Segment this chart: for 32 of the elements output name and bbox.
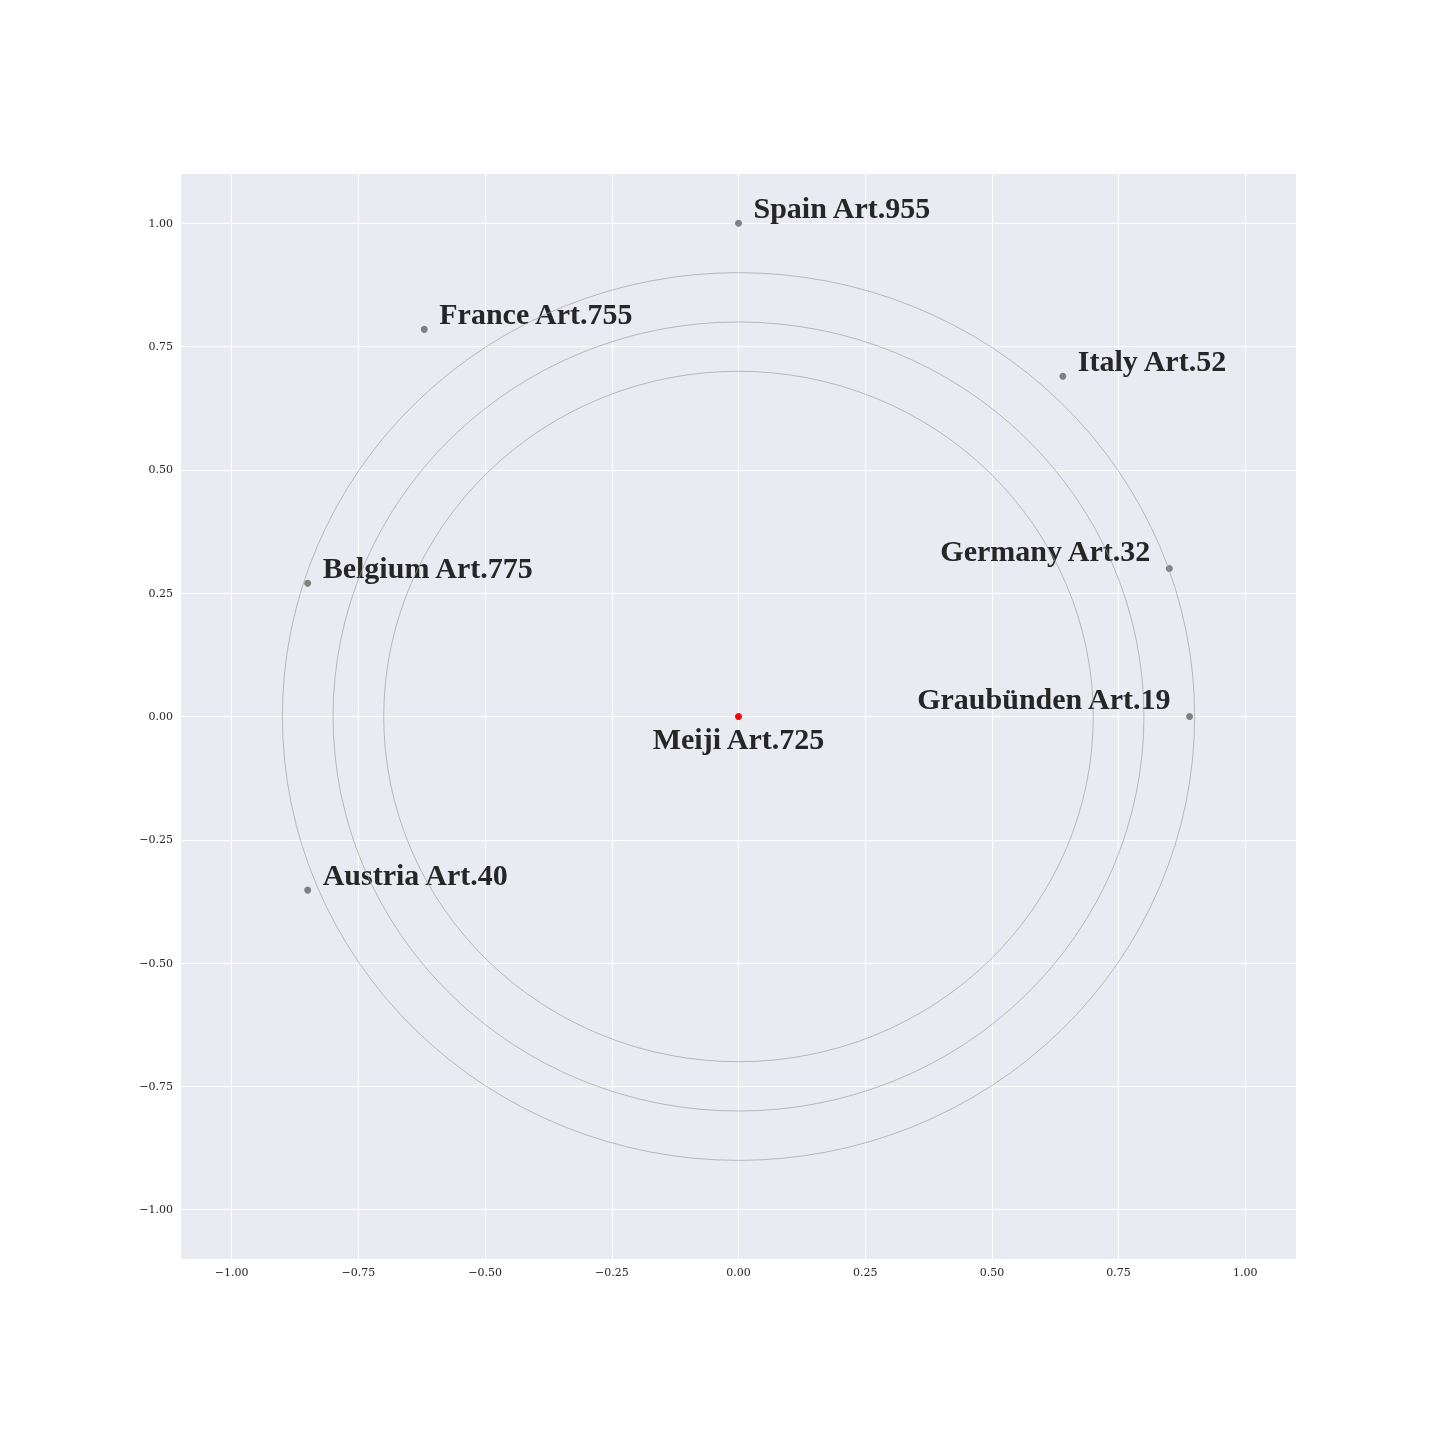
annotation: Graubünden Art.19	[917, 682, 1171, 715]
annotation: Austria Art.40	[322, 857, 508, 891]
y-tick-label: −0.25	[139, 833, 173, 847]
point	[1059, 372, 1067, 380]
annotation: Meiji Art.725	[652, 722, 825, 755]
annotation: Spain Art.955	[753, 190, 931, 224]
point	[420, 325, 428, 333]
point	[304, 886, 312, 894]
x-tick-label: −0.75	[341, 1266, 376, 1279]
y-tick-label: 0.00	[148, 710, 173, 723]
x-tick-label: 1.00	[1233, 1266, 1258, 1279]
point	[1186, 713, 1194, 720]
annotation: Germany Art.32	[940, 534, 1151, 568]
annotation: France Art.755	[439, 296, 633, 330]
x-tick-label: 0.25	[852, 1266, 878, 1279]
y-tick-label: 1.00	[148, 216, 173, 230]
y-tick-label: −0.75	[139, 1079, 173, 1093]
x-tick-label: 0.00	[726, 1266, 751, 1279]
y-tick-label: 0.25	[148, 586, 173, 600]
y-tick-label: −0.50	[139, 956, 173, 970]
x-tick-label: −1.00	[214, 1266, 249, 1279]
annotation: Belgium Art.775	[322, 550, 533, 584]
point	[304, 579, 312, 587]
y-tick-label: 0.50	[148, 463, 173, 477]
y-tick-label: 0.75	[148, 340, 173, 354]
x-tick-label: 0.75	[1106, 1266, 1131, 1279]
annotation: Italy Art.52	[1077, 343, 1227, 377]
y-tick-label: −1.00	[139, 1203, 173, 1217]
point	[735, 219, 742, 227]
x-tick-label: −0.25	[594, 1266, 629, 1279]
x-tick-label: −0.50	[468, 1266, 502, 1279]
x-tick-label: 0.50	[979, 1266, 1005, 1279]
